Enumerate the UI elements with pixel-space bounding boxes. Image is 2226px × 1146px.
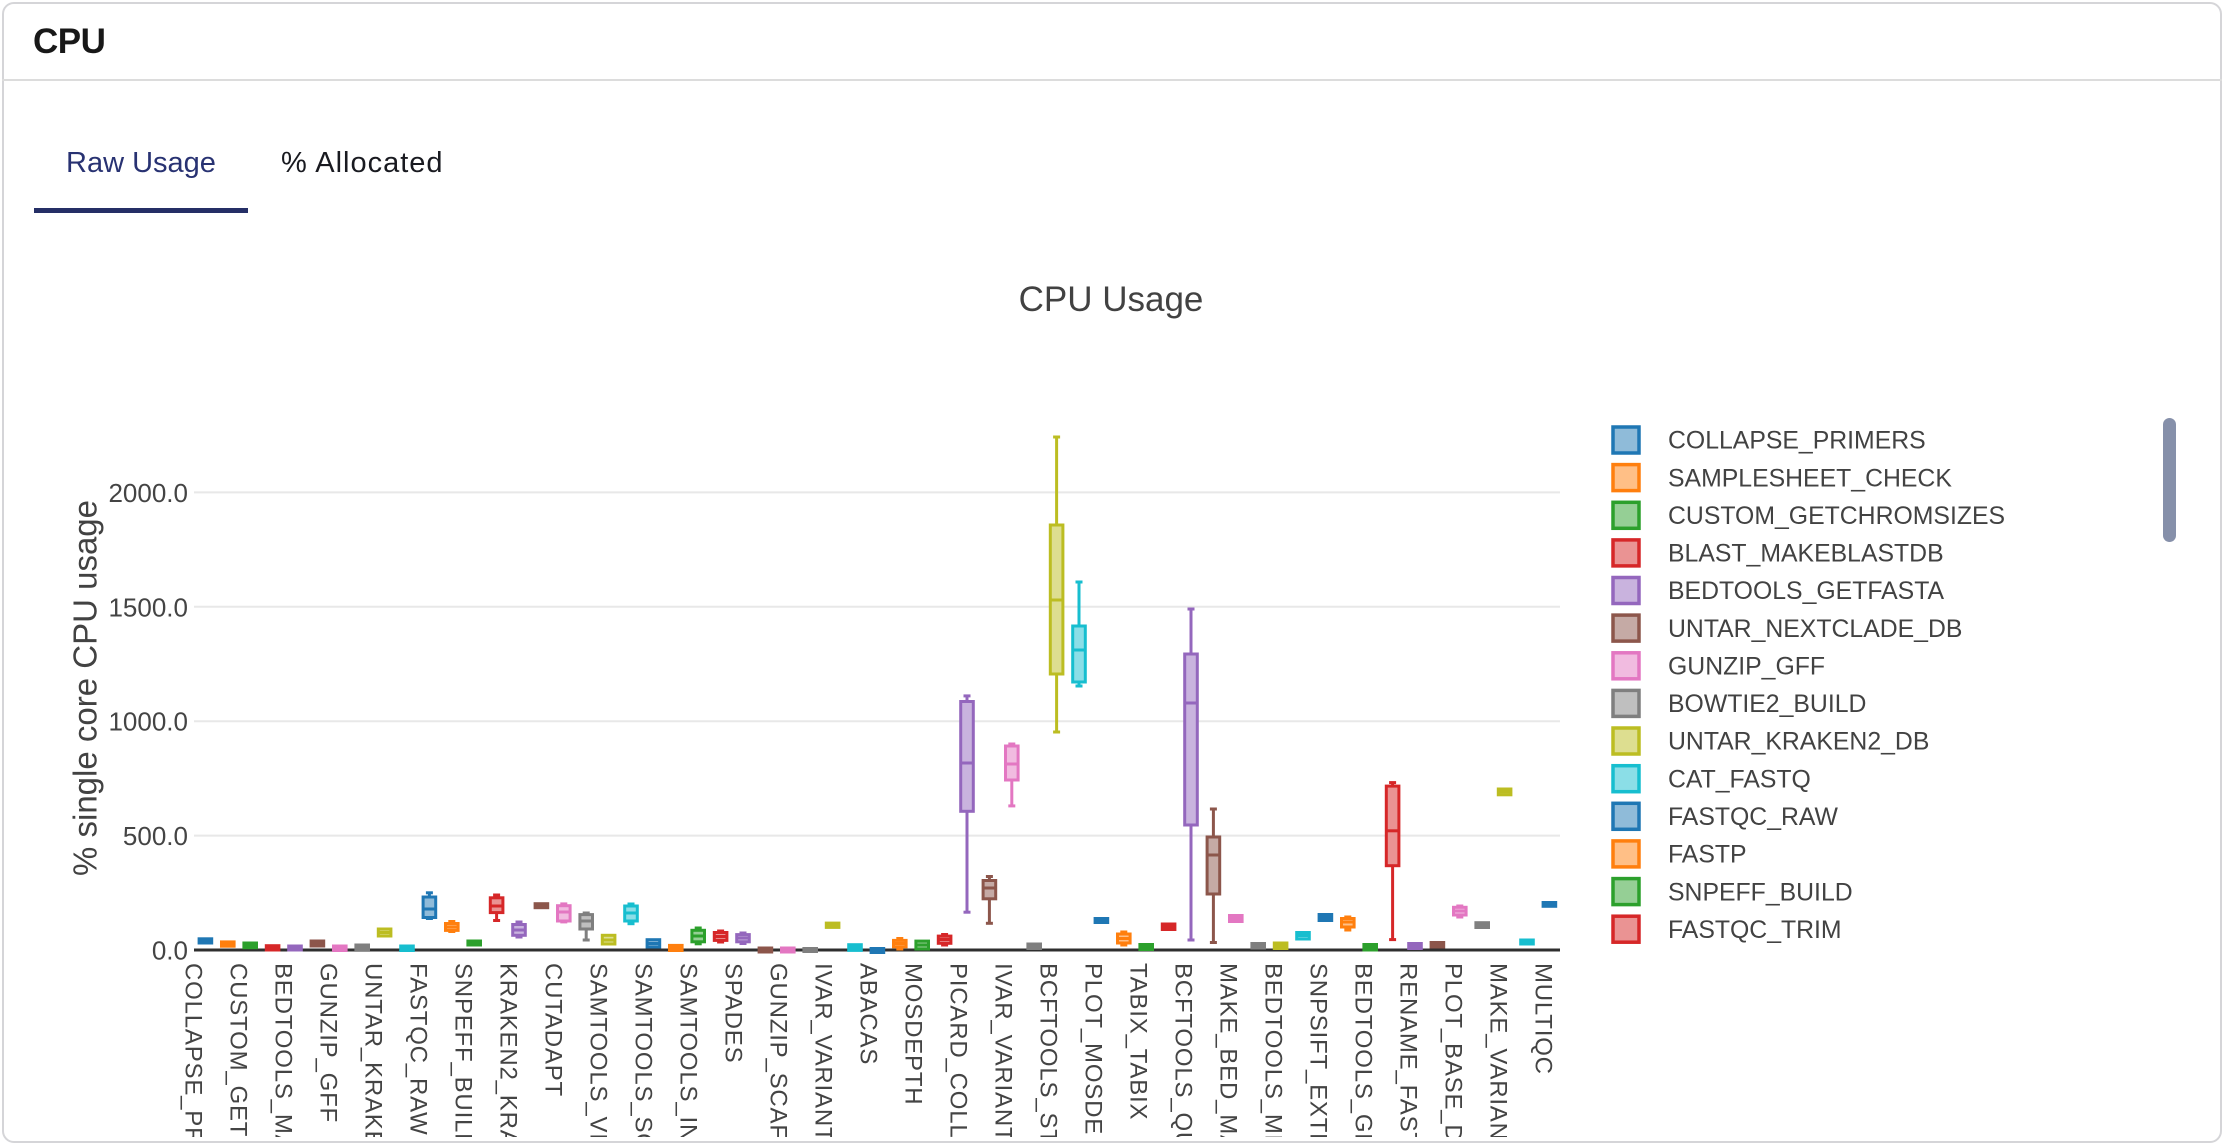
svg-text:PLOT_BASE_DENSITY: PLOT_BASE_DENSITY: [1440, 963, 1467, 1146]
svg-text:IVAR_VARIANTS: IVAR_VARIANTS: [990, 963, 1017, 1146]
svg-text:PLOT_MOSDEPTH: PLOT_MOSDEPTH: [1080, 963, 1107, 1146]
svg-text:SPADES: SPADES: [720, 963, 747, 1063]
svg-text:GUNZIP_GFF: GUNZIP_GFF: [1668, 654, 1825, 681]
svg-text:BCFTOOLS_QUERY: BCFTOOLS_QUERY: [1170, 963, 1197, 1146]
svg-text:FASTQC_RAW: FASTQC_RAW: [405, 963, 432, 1135]
svg-text:ABACAS: ABACAS: [855, 963, 882, 1065]
svg-text:1500.0: 1500.0: [108, 592, 188, 622]
svg-text:SNPSIFT_EXTRACT: SNPSIFT_EXTRACT: [1305, 963, 1332, 1146]
svg-text:CAT_FASTQ: CAT_FASTQ: [1668, 766, 1811, 793]
svg-text:SAMTOOLS_INDEX: SAMTOOLS_INDEX: [675, 963, 702, 1146]
svg-text:CPU Usage: CPU Usage: [1019, 280, 1204, 319]
svg-text:FASTQC_RAW: FASTQC_RAW: [1668, 804, 1839, 831]
svg-text:SAMTOOLS_VIEW: SAMTOOLS_VIEW: [585, 963, 612, 1146]
svg-text:SNPEFF_BUILD: SNPEFF_BUILD: [450, 963, 477, 1146]
svg-text:COLLAPSE_PRIMERS: COLLAPSE_PRIMERS: [180, 963, 207, 1146]
svg-text:UNTAR_KRAKEN2_DB: UNTAR_KRAKEN2_DB: [1668, 729, 1929, 756]
svg-text:CUTADAPT: CUTADAPT: [540, 963, 567, 1097]
svg-text:SNPEFF_BUILD: SNPEFF_BUILD: [1668, 879, 1853, 906]
svg-text:GUNZIP_GFF: GUNZIP_GFF: [315, 963, 342, 1123]
svg-text:0.0: 0.0: [152, 936, 188, 966]
svg-text:SAMPLESHEET_CHECK: SAMPLESHEET_CHECK: [1668, 465, 1952, 492]
svg-text:PICARD_COLLECTMETRICS: PICARD_COLLECTMETRICS: [945, 963, 972, 1146]
svg-text:MOSDEPTH: MOSDEPTH: [900, 963, 927, 1105]
svg-text:IVAR_VARIANTS: IVAR_VARIANTS: [810, 963, 837, 1146]
svg-text:UNTAR_NEXTCLADE_DB: UNTAR_NEXTCLADE_DB: [1668, 616, 1962, 643]
svg-text:KRAKEN2_KRAKEN2: KRAKEN2_KRAKEN2: [495, 963, 522, 1146]
svg-text:FASTQC_TRIM: FASTQC_TRIM: [1668, 917, 1842, 944]
svg-text:1000.0: 1000.0: [108, 707, 188, 737]
svg-text:BEDTOOLS_MERGE: BEDTOOLS_MERGE: [1260, 963, 1287, 1146]
svg-text:BOWTIE2_BUILD: BOWTIE2_BUILD: [1668, 691, 1866, 718]
svg-text:RENAME_FASTA: RENAME_FASTA: [1395, 963, 1422, 1146]
svg-text:CUSTOM_GETCHROMSIZES: CUSTOM_GETCHROMSIZES: [1668, 503, 2005, 530]
svg-text:SAMTOOLS_SORT: SAMTOOLS_SORT: [630, 963, 657, 1146]
svg-text:FASTP: FASTP: [1668, 842, 1747, 869]
svg-text:500.0: 500.0: [123, 821, 188, 851]
svg-text:TABIX_TABIX: TABIX_TABIX: [1125, 963, 1152, 1120]
svg-text:BLAST_MAKEBLASTDB: BLAST_MAKEBLASTDB: [1668, 541, 1944, 568]
svg-text:COLLAPSE_PRIMERS: COLLAPSE_PRIMERS: [1668, 428, 1926, 455]
svg-text:2000.0: 2000.0: [108, 478, 188, 508]
svg-text:BCFTOOLS_STATS: BCFTOOLS_STATS: [1035, 963, 1062, 1146]
svg-text:MULTIQC: MULTIQC: [1530, 963, 1557, 1075]
svg-text:BEDTOOLS_MASKFASTA: BEDTOOLS_MASKFASTA: [270, 963, 297, 1146]
svg-text:MAKE_VARIANTS: MAKE_VARIANTS: [1485, 963, 1512, 1146]
svg-text:MAKE_BED_MASK: MAKE_BED_MASK: [1215, 963, 1242, 1146]
svg-text:BEDTOOLS_GETFASTA: BEDTOOLS_GETFASTA: [1668, 578, 1945, 605]
svg-text:GUNZIP_SCAFFOLDS: GUNZIP_SCAFFOLDS: [765, 963, 792, 1146]
svg-text:BEDTOOLS_GETFASTA: BEDTOOLS_GETFASTA: [1350, 963, 1377, 1146]
svg-text:CUSTOM_GETCHROMSIZES: CUSTOM_GETCHROMSIZES: [225, 963, 252, 1146]
svg-text:UNTAR_KRAKEN2_DB: UNTAR_KRAKEN2_DB: [360, 963, 387, 1146]
svg-text:% single core CPU usage: % single core CPU usage: [67, 500, 104, 876]
